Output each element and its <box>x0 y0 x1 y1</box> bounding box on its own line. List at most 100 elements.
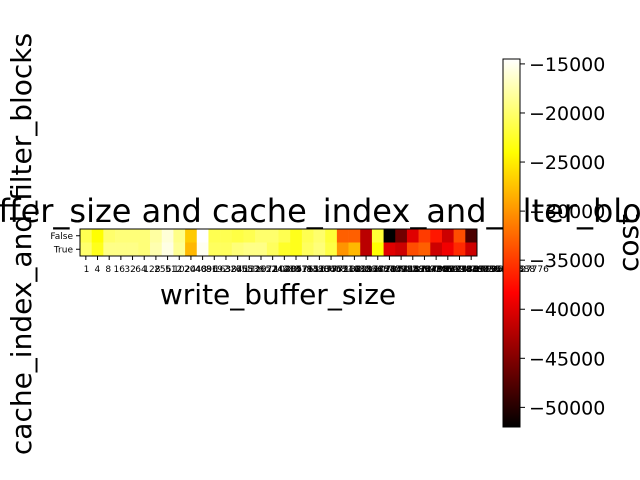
x-tick-label: 16777216 <box>314 265 360 275</box>
heatmap-cell <box>243 229 256 243</box>
colorbar-tick-label: −15000 <box>529 54 605 76</box>
heatmap-cell <box>383 229 396 243</box>
colorbar-tick-label: −20000 <box>529 103 605 125</box>
heatmap-cell <box>161 242 174 257</box>
heatmap-cell <box>301 242 314 257</box>
x-tick-label: 262144 <box>255 265 290 275</box>
heatmap-cell <box>80 229 92 243</box>
x-tick-label: 68719476736 <box>437 265 500 275</box>
heatmap-cell <box>465 229 478 243</box>
heatmap-cell <box>220 242 233 257</box>
x-tick-label: 4194304 <box>295 265 335 275</box>
heatmap-cell <box>196 242 209 257</box>
y-axis-ticks: False True <box>50 232 80 255</box>
heatmap-cell <box>173 229 186 243</box>
heatmap-cell <box>313 242 326 257</box>
heatmap-cell <box>278 229 291 243</box>
heatmap-cell <box>278 242 291 257</box>
x-tick-label: 1073741824 <box>374 265 432 275</box>
heatmap-cell <box>208 229 221 243</box>
heatmap-cell <box>138 242 151 257</box>
x-tick-label: 524288 <box>266 265 301 275</box>
heatmap-cell <box>150 229 163 243</box>
x-tick-label: 536870912 <box>366 265 418 275</box>
x-tick-label: 1024 <box>173 265 196 275</box>
heatmap-cell <box>360 242 373 257</box>
x-tick-label: 549755813888 <box>466 265 535 275</box>
heatmap-cell <box>115 229 128 243</box>
x-tick-label: 33554432 <box>325 265 371 275</box>
heatmap-cell <box>290 242 303 257</box>
heatmap-cell <box>348 229 361 243</box>
x-tick-label: 134217728 <box>344 265 396 275</box>
x-tick-label: 268435456 <box>355 265 407 275</box>
heatmap-cell <box>406 242 419 257</box>
heatmap-cell <box>80 242 92 257</box>
heatmap-cell <box>91 229 104 243</box>
heatmap-cell <box>406 229 419 243</box>
heatmap-cell <box>231 242 244 257</box>
colorbar-tick-label: −50000 <box>529 397 605 419</box>
heatmap-cell <box>185 242 198 257</box>
chart-title: write_buffer_size and cache_index_and_fi… <box>0 192 640 230</box>
heatmap-cell <box>430 242 443 257</box>
heatmap-cell <box>418 242 431 257</box>
x-tick-label: 64 <box>135 265 147 275</box>
heatmap-cell <box>290 229 303 243</box>
heatmap-cell <box>208 242 221 257</box>
x-tick-label: 32 <box>124 265 135 275</box>
colorbar-tick-label: −35000 <box>529 250 605 272</box>
x-tick-label: 16384 <box>214 265 243 275</box>
heatmap-cell <box>348 242 361 257</box>
heatmap-cell <box>103 229 116 243</box>
heatmap-cell <box>453 229 466 243</box>
heatmap-cell <box>418 229 431 243</box>
x-tick-label: 1 <box>84 265 90 275</box>
heatmap-cell <box>161 229 174 243</box>
x-tick-label: 256 <box>154 265 171 275</box>
heatmap-cell <box>371 242 384 257</box>
heatmap-cell <box>255 242 268 257</box>
heatmap-cell <box>150 242 163 257</box>
heatmap-cell <box>243 242 256 257</box>
heatmap-cell <box>441 229 454 243</box>
heatmap-cell <box>453 242 466 257</box>
colorbar-tick-label: −30000 <box>529 201 605 223</box>
heatmap-cell <box>196 229 209 243</box>
x-tick-label: 2048 <box>184 265 207 275</box>
heatmap-cell <box>91 242 104 257</box>
x-tick-label: 65536 <box>236 265 265 275</box>
x-tick-label: 4294967296 <box>396 265 454 275</box>
heatmap-cell <box>430 229 443 243</box>
heatmap-cell <box>255 229 268 243</box>
heatmap-cell <box>325 242 338 257</box>
heatmap-cell <box>231 229 244 243</box>
heatmap-cell <box>115 242 128 257</box>
heatmap-cell <box>313 229 326 243</box>
x-axis-label: write_buffer_size <box>160 278 396 311</box>
heatmap-cell <box>126 229 139 243</box>
x-tick-label: 512 <box>165 265 182 275</box>
x-tick-label: 8192 <box>206 265 229 275</box>
heatmap-cell <box>220 229 233 243</box>
x-tick-label: 16 <box>113 265 125 275</box>
heatmap-cell <box>266 242 279 257</box>
heatmap-cell <box>103 242 116 257</box>
x-tick-label: 8388608 <box>306 265 346 275</box>
heatmap-cell <box>360 229 373 243</box>
x-tick-label: 1048576 <box>274 265 314 275</box>
x-tick-label: 8589934592 <box>407 265 464 275</box>
y-axis-label: cache_index_and_filter_blocks <box>5 33 38 455</box>
heatmap-cell <box>138 229 151 243</box>
colorbar-ticks: −15000 −20000 −25000 −30000 −35000 −40000 −450… <box>520 54 605 419</box>
x-tick-label: 32768 <box>225 265 254 275</box>
y-tick-label: True <box>53 245 74 255</box>
colorbar-tick-label: −45000 <box>529 348 605 370</box>
heatmap-cell <box>371 229 384 243</box>
heatmap-cell <box>325 229 338 243</box>
heatmap-cell <box>395 229 408 243</box>
colorbar <box>502 58 521 428</box>
x-tick-label: 274877906944 <box>455 265 524 275</box>
x-tick-label: 2097152 <box>284 265 324 275</box>
